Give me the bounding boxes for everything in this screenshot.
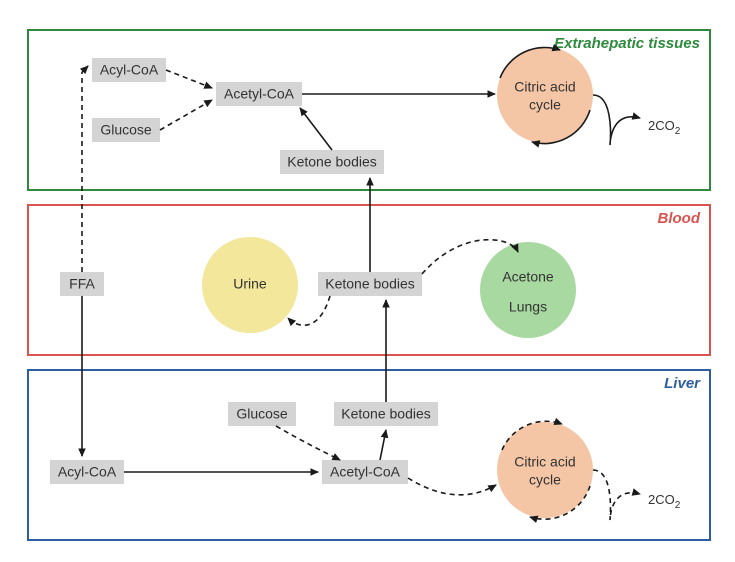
region-frame — [28, 370, 710, 540]
label: Acetyl-CoA — [224, 86, 295, 102]
box-ketone-blood: Ketone bodies — [318, 272, 422, 296]
acetone-circle: Acetone Lungs — [480, 242, 576, 338]
co2-liver-sub: 2 — [675, 500, 681, 511]
box-ketone-top: Ketone bodies — [280, 150, 384, 174]
edge-acetyl-liver-to-citric-liver — [408, 478, 496, 495]
edge-glucose-top-to-acetyl-top — [160, 100, 212, 130]
edge-acyl-top-to-acetyl-top — [166, 70, 212, 88]
label: Ketone bodies — [325, 276, 415, 292]
region-liver: Liver — [28, 370, 710, 540]
box-ffa: FFA — [60, 272, 104, 296]
label: Glucose — [100, 122, 152, 138]
acetone-line2: Lungs — [509, 299, 547, 315]
box-ketone-liver: Ketone bodies — [334, 402, 438, 426]
label: Glucose — [236, 406, 288, 422]
box-acyl-top: Acyl-CoA — [92, 58, 166, 82]
box-glucose-top: Glucose — [92, 118, 160, 142]
label: FFA — [69, 276, 95, 292]
edge-acetyl-liver-to-ketone-liver — [380, 430, 386, 460]
co2-liver: 2CO2 — [648, 492, 681, 511]
urine-circle: Urine — [202, 237, 298, 333]
citric-cycle-liver: Citric acid cycle — [497, 422, 593, 518]
urine-label: Urine — [233, 276, 267, 292]
box-acyl-liver: Acyl-CoA — [50, 460, 124, 484]
citric-liver-line2: cycle — [529, 472, 561, 488]
citric-top-line2: cycle — [529, 97, 561, 113]
svg-text:2CO2: 2CO2 — [648, 492, 681, 511]
citric-liver-line1: Citric acid — [514, 454, 575, 470]
co2-top: 2CO2 — [648, 118, 681, 137]
box-acetyl-liver: Acetyl-CoA — [322, 460, 408, 484]
box-glucose-liver: Glucose — [228, 402, 296, 426]
label: Ketone bodies — [341, 406, 431, 422]
region-label-extrahepatic: Extrahepatic tissues — [554, 35, 700, 52]
label: Ketone bodies — [287, 154, 377, 170]
co2-top-text: 2CO — [648, 118, 675, 133]
svg-text:2CO2: 2CO2 — [648, 118, 681, 137]
co2-top-sub: 2 — [675, 126, 681, 137]
box-acetyl-top: Acetyl-CoA — [216, 82, 302, 106]
label: Acyl-CoA — [100, 62, 159, 78]
edge-citric-top-to-co2 — [593, 95, 640, 145]
edge-glucose-liver-to-acetyl-liver — [276, 426, 340, 460]
acetone-line1: Acetone — [502, 269, 554, 285]
edge-ketone-top-to-acetyl-top — [300, 108, 332, 150]
region-label-blood: Blood — [658, 210, 701, 227]
label: Acyl-CoA — [58, 464, 117, 480]
region-label-liver: Liver — [664, 375, 701, 392]
citric-top-line1: Citric acid — [514, 79, 575, 95]
edge-ffa-to-acyl-top-head — [82, 66, 88, 72]
co2-liver-text: 2CO — [648, 492, 675, 507]
edge-citric-liver-to-co2 — [593, 470, 640, 520]
label: Acetyl-CoA — [330, 464, 401, 480]
